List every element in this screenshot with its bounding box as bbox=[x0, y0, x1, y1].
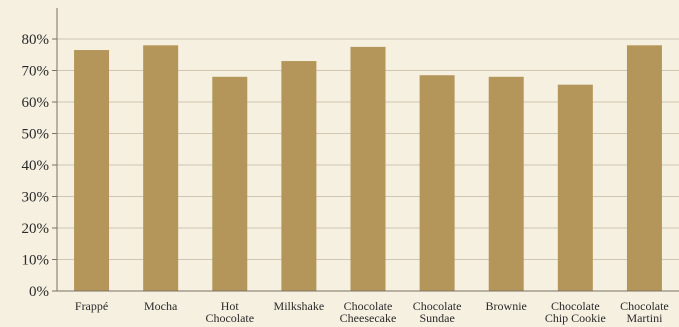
bar bbox=[350, 46, 386, 291]
x-category-label-line: Frappé bbox=[75, 299, 108, 313]
x-category-label: Chocolate Sundae bbox=[413, 299, 462, 325]
x-category-label: Milkshake bbox=[274, 299, 325, 313]
x-category-label: Brownie bbox=[486, 299, 527, 313]
x-category-label-line: Martini bbox=[626, 311, 663, 325]
bar bbox=[281, 61, 317, 291]
y-tick-label: 0% bbox=[29, 284, 49, 300]
bar bbox=[626, 45, 662, 291]
x-category-label: Frappé bbox=[75, 299, 108, 313]
x-category-label-line: Chip Cookie bbox=[545, 311, 606, 325]
bar bbox=[419, 75, 455, 291]
y-tick-label: 70% bbox=[22, 64, 50, 80]
axes bbox=[52, 8, 679, 292]
x-category-label-line: Brownie bbox=[486, 299, 527, 313]
x-category-label: Hot Chocolate bbox=[205, 299, 254, 325]
x-category-label-line: Chocolate bbox=[205, 311, 254, 325]
bar bbox=[143, 45, 179, 291]
x-category-label-line: Cheesecake bbox=[340, 311, 397, 325]
x-category-label: Chocolate Cheesecake bbox=[340, 299, 397, 325]
x-category-label-line: Chocolate bbox=[551, 299, 600, 313]
y-tick-label: 30% bbox=[22, 190, 50, 206]
y-tick-label: 60% bbox=[22, 95, 50, 111]
x-category-label-line: Chocolate bbox=[620, 299, 669, 313]
bars bbox=[74, 45, 662, 292]
bar bbox=[488, 76, 524, 291]
x-category-label-line: Chocolate bbox=[344, 299, 393, 313]
x-category-label-line: Mocha bbox=[144, 299, 178, 313]
y-tick-label: 40% bbox=[22, 158, 50, 174]
y-tick-label: 10% bbox=[22, 253, 50, 269]
y-tick-label: 80% bbox=[22, 32, 50, 48]
y-tick-label: 50% bbox=[22, 127, 50, 143]
x-category-label-line: Chocolate bbox=[413, 299, 462, 313]
bar bbox=[74, 50, 110, 292]
bar bbox=[557, 84, 593, 291]
x-category-label: Chocolate Chip Cookie bbox=[545, 299, 606, 325]
x-category-label: Chocolate Martini bbox=[620, 299, 669, 325]
x-category-label-line: Milkshake bbox=[274, 299, 325, 313]
y-tick-labels: 0% 10% 20% 30% 40% 50% 60% 70% 80% bbox=[22, 32, 50, 300]
x-category-label-line: Sundae bbox=[419, 311, 454, 325]
bar bbox=[212, 76, 248, 291]
x-category-label-line: Hot bbox=[221, 299, 240, 313]
x-category-label: Mocha bbox=[144, 299, 178, 313]
y-tick-label: 20% bbox=[22, 221, 50, 237]
